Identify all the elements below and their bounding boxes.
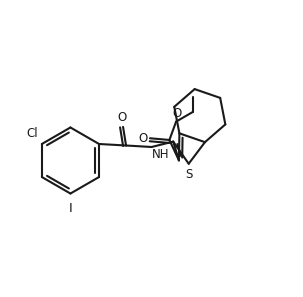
Text: S: S: [185, 168, 192, 181]
Text: O: O: [172, 107, 181, 120]
Text: Cl: Cl: [27, 127, 38, 140]
Text: I: I: [68, 202, 72, 215]
Text: O: O: [117, 111, 126, 124]
Text: NH: NH: [152, 148, 170, 161]
Text: O: O: [138, 132, 148, 145]
